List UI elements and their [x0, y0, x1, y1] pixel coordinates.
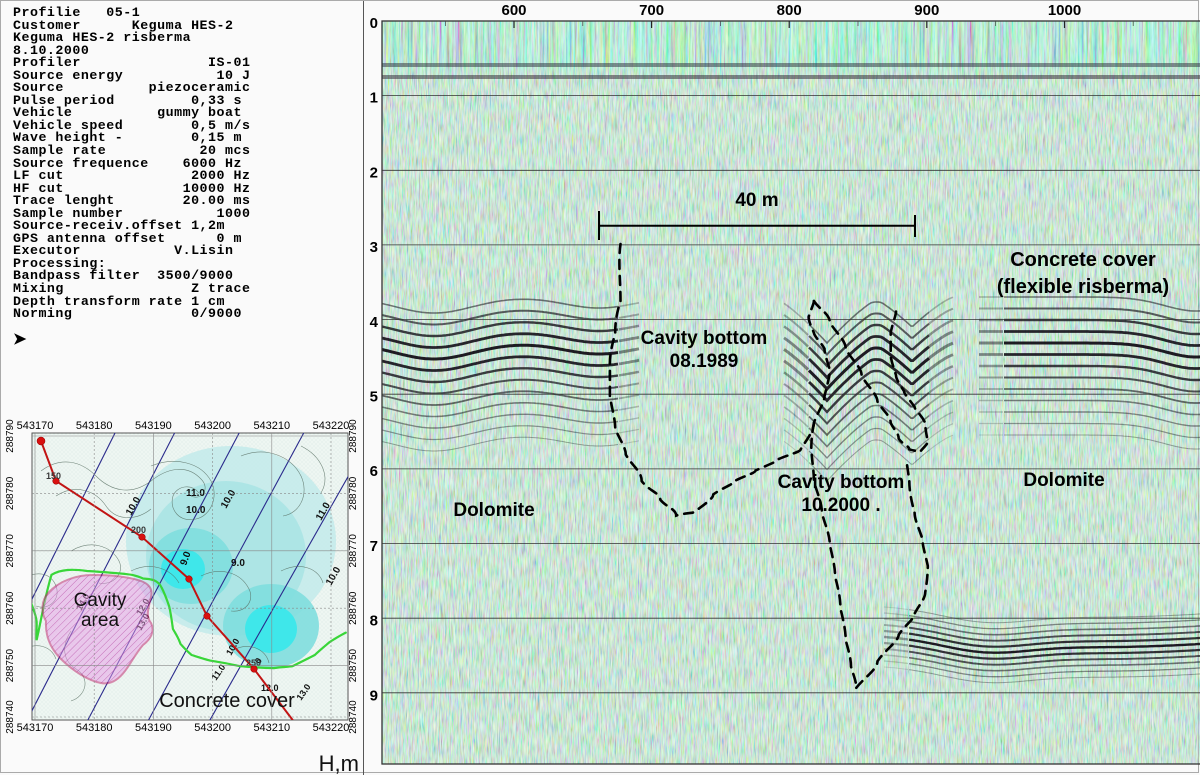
- svg-text:1: 1: [370, 90, 378, 107]
- svg-text:(flexible risberma): (flexible risberma): [997, 276, 1169, 298]
- svg-text:10.2000 .: 10.2000 .: [801, 495, 880, 516]
- svg-text:543220: 543220: [313, 722, 350, 734]
- svg-text:Dolomite: Dolomite: [453, 500, 534, 521]
- svg-text:288740: 288740: [348, 700, 359, 734]
- svg-text:Cavity bottom: Cavity bottom: [641, 328, 768, 349]
- svg-text:900: 900: [914, 2, 939, 19]
- svg-text:543200: 543200: [194, 722, 231, 734]
- svg-text:40 m: 40 m: [735, 190, 778, 211]
- svg-text:250: 250: [246, 658, 261, 668]
- svg-text:288750: 288750: [5, 648, 16, 682]
- svg-text:288740: 288740: [5, 700, 16, 734]
- svg-text:288750: 288750: [348, 648, 359, 682]
- svg-text:9: 9: [370, 687, 378, 704]
- svg-text:543170: 543170: [17, 722, 54, 734]
- svg-text:0: 0: [370, 15, 378, 32]
- svg-text:543210: 543210: [253, 722, 290, 734]
- svg-text:Concrete cover: Concrete cover: [159, 690, 295, 712]
- svg-text:800: 800: [777, 2, 802, 19]
- svg-text:543180: 543180: [76, 722, 113, 734]
- svg-text:08.1989: 08.1989: [670, 351, 739, 372]
- svg-text:288780: 288780: [5, 476, 16, 510]
- svg-text:700: 700: [639, 2, 664, 19]
- svg-text:6: 6: [370, 463, 378, 480]
- svg-text:288770: 288770: [5, 534, 16, 568]
- svg-text:10.0: 10.0: [186, 505, 206, 516]
- svg-text:2: 2: [370, 164, 378, 181]
- svg-text:3: 3: [370, 239, 378, 256]
- svg-text:543190: 543190: [135, 722, 172, 734]
- svg-text:600: 600: [501, 2, 526, 19]
- svg-text:4: 4: [370, 314, 379, 331]
- svg-text:543210: 543210: [253, 420, 290, 432]
- svg-text:543170: 543170: [17, 420, 54, 432]
- svg-text:Cavity bottom: Cavity bottom: [778, 472, 905, 493]
- svg-text:H,m: H,m: [319, 751, 359, 775]
- svg-text:150: 150: [46, 471, 61, 481]
- svg-text:Cavity: Cavity: [74, 590, 127, 611]
- svg-text:9.0: 9.0: [231, 558, 245, 569]
- svg-text:288770: 288770: [348, 534, 359, 568]
- svg-text:543180: 543180: [76, 420, 113, 432]
- svg-text:8: 8: [370, 613, 378, 630]
- svg-text:543190: 543190: [135, 420, 172, 432]
- svg-text:288790: 288790: [348, 419, 359, 453]
- svg-text:1000: 1000: [1048, 2, 1081, 19]
- svg-text:area: area: [81, 610, 119, 631]
- svg-text:288760: 288760: [5, 591, 16, 625]
- svg-text:543220: 543220: [313, 420, 350, 432]
- svg-text:543200: 543200: [194, 420, 231, 432]
- svg-text:288790: 288790: [5, 419, 16, 453]
- svg-text:288760: 288760: [348, 591, 359, 625]
- svg-text:288780: 288780: [348, 476, 359, 510]
- svg-text:7: 7: [370, 538, 378, 555]
- svg-text:Dolomite: Dolomite: [1023, 470, 1104, 491]
- svg-text:200: 200: [131, 525, 146, 535]
- svg-text:Concrete cover: Concrete cover: [1010, 249, 1156, 271]
- svg-text:5: 5: [370, 389, 378, 406]
